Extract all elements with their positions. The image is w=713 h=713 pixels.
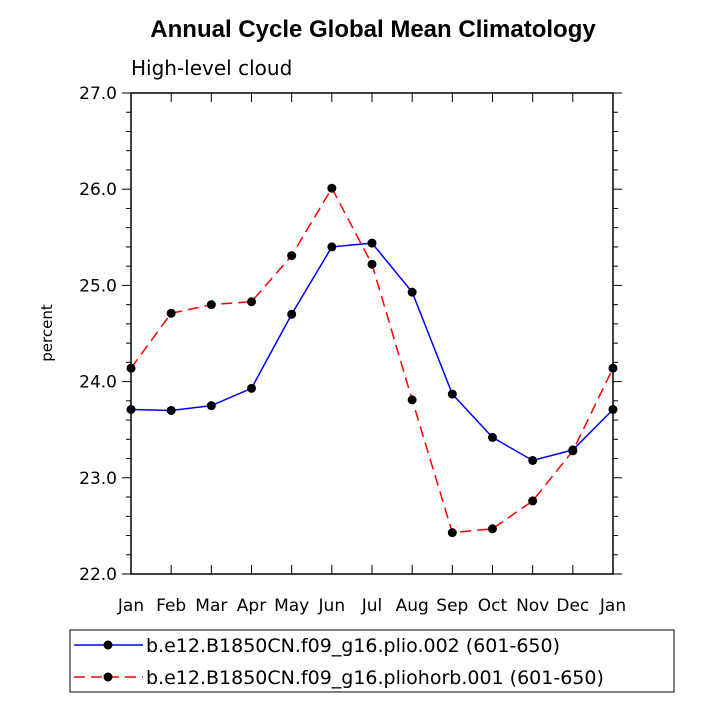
x-tick-label: Mar <box>195 596 227 616</box>
x-tick-label: Jun <box>318 596 346 616</box>
legend: b.e12.B1850CN.f09_g16.plio.002 (601-650)… <box>69 629 675 693</box>
x-tick-label: Feb <box>156 596 186 616</box>
y-tick-label: 27.0 <box>79 84 117 104</box>
series-1-point <box>206 401 216 411</box>
legend-label-2: b.e12.B1850CN.f09_g16.pliohorb.001 (601-… <box>146 667 604 689</box>
series-1-point <box>367 238 377 248</box>
series-2-point <box>367 259 377 269</box>
x-tick-label: Aug <box>396 596 429 616</box>
x-tick-label: Nov <box>516 596 549 616</box>
y-tick-label: 22.0 <box>79 565 117 585</box>
series-1-point <box>327 242 337 252</box>
series-layer <box>126 183 618 538</box>
series-2-point <box>287 251 297 261</box>
chart-subtitle: High-level cloud <box>131 56 292 80</box>
series-line-1 <box>130 242 614 462</box>
series-1-point <box>447 389 457 399</box>
x-tick-labels: Jan Feb Mar Apr May Jun Jul Aug Sep Oct Nov Dec Jan <box>117 596 626 616</box>
axis-ticks <box>122 92 622 575</box>
x-tick-label: Jul <box>361 596 383 616</box>
x-tick-label: Jan <box>117 596 144 616</box>
y-tick-label: 24.0 <box>79 373 117 393</box>
x-tick-label: Sep <box>436 596 468 616</box>
y-axis-label: percent <box>38 304 56 362</box>
y-tick-label: 25.0 <box>79 276 117 296</box>
series-1-point <box>247 383 256 393</box>
series-2-point <box>327 183 337 193</box>
series-2-point <box>166 308 176 318</box>
series-1-point <box>166 405 176 415</box>
series-2-point <box>568 446 578 456</box>
series-2-point <box>488 524 497 534</box>
series-1-point <box>407 287 417 297</box>
legend-label-1: b.e12.B1850CN.f09_g16.plio.002 (601-650) <box>146 635 560 657</box>
series-2-point <box>528 496 538 506</box>
x-tick-label: Apr <box>237 596 266 616</box>
chart-title: Annual Cycle Global Mean Climatology <box>150 16 596 43</box>
x-tick-label: May <box>274 596 309 616</box>
x-tick-label: Dec <box>556 596 589 616</box>
y-tick-labels: 22.0 23.0 24.0 25.0 26.0 27.0 <box>79 84 117 585</box>
plot-frame <box>130 92 614 575</box>
legend-marker-2 <box>103 672 113 682</box>
series-1-point <box>528 455 538 465</box>
series-2-point <box>447 528 457 538</box>
series-2-point <box>247 297 256 307</box>
legend-box <box>69 629 675 693</box>
series-1-point <box>287 309 297 319</box>
legend-marker-1 <box>103 640 113 650</box>
x-tick-label: Jan <box>599 596 626 616</box>
y-tick-label: 23.0 <box>79 469 117 489</box>
legend-entries: b.e12.B1850CN.f09_g16.plio.002 (601-650)… <box>74 635 604 689</box>
y-tick-label: 26.0 <box>79 180 117 200</box>
series-2-point <box>407 395 417 405</box>
series-1-point <box>488 432 497 442</box>
x-tick-label: Oct <box>478 596 508 616</box>
series-2-point <box>206 300 216 310</box>
